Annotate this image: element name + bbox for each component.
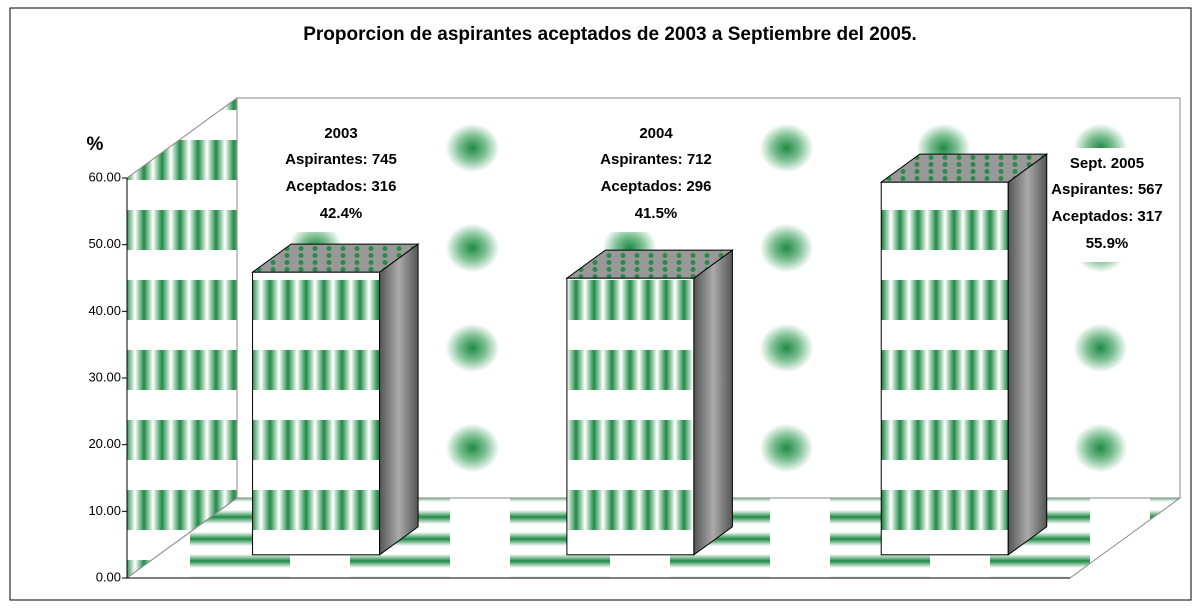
- bar-front: [252, 271, 381, 556]
- data-label-category: Sept. 2005: [1070, 155, 1144, 172]
- y-tick-label: 60.00: [88, 169, 121, 184]
- y-tick-label: 20.00: [88, 436, 121, 451]
- data-label: 42.4%: [320, 205, 363, 222]
- data-label-box: [1049, 148, 1165, 262]
- y-tick-label: 30.00: [88, 369, 121, 384]
- bar-front: [880, 181, 1009, 556]
- bar-front: [566, 277, 695, 556]
- bar-top: [565, 249, 734, 279]
- bar-side: [693, 249, 733, 556]
- bar-top: [251, 243, 420, 273]
- data-label-detail: Aspirantes: 567: [1051, 181, 1163, 198]
- data-label-category: 2004: [639, 125, 673, 142]
- data-label-box: [598, 118, 714, 232]
- data-label: 55.9%: [1086, 235, 1129, 252]
- y-tick-label: 40.00: [88, 303, 121, 318]
- bar-side: [1007, 153, 1048, 556]
- y-axis-label: %: [87, 134, 104, 155]
- data-label-detail: Aspirantes: 745: [285, 151, 397, 168]
- data-label-detail: Aceptados: 296: [601, 178, 712, 195]
- data-label-box: [283, 118, 399, 232]
- data-label-category: 2003: [324, 125, 357, 142]
- y-tick-label: 50.00: [88, 236, 121, 251]
- data-label-detail: Aceptados: 316: [286, 178, 397, 195]
- data-label-detail: Aceptados: 317: [1052, 208, 1163, 225]
- chart-title: Proporcion de aspirantes aceptados de 20…: [303, 24, 917, 45]
- y-tick-label: 0.00: [96, 569, 121, 584]
- y-tick-label: 10.00: [88, 503, 121, 518]
- side-wall: [126, 97, 238, 579]
- data-label: 41.5%: [635, 205, 678, 222]
- data-label-detail: Aspirantes: 712: [600, 151, 712, 168]
- bar-side: [379, 243, 419, 556]
- bar-top: [879, 153, 1049, 183]
